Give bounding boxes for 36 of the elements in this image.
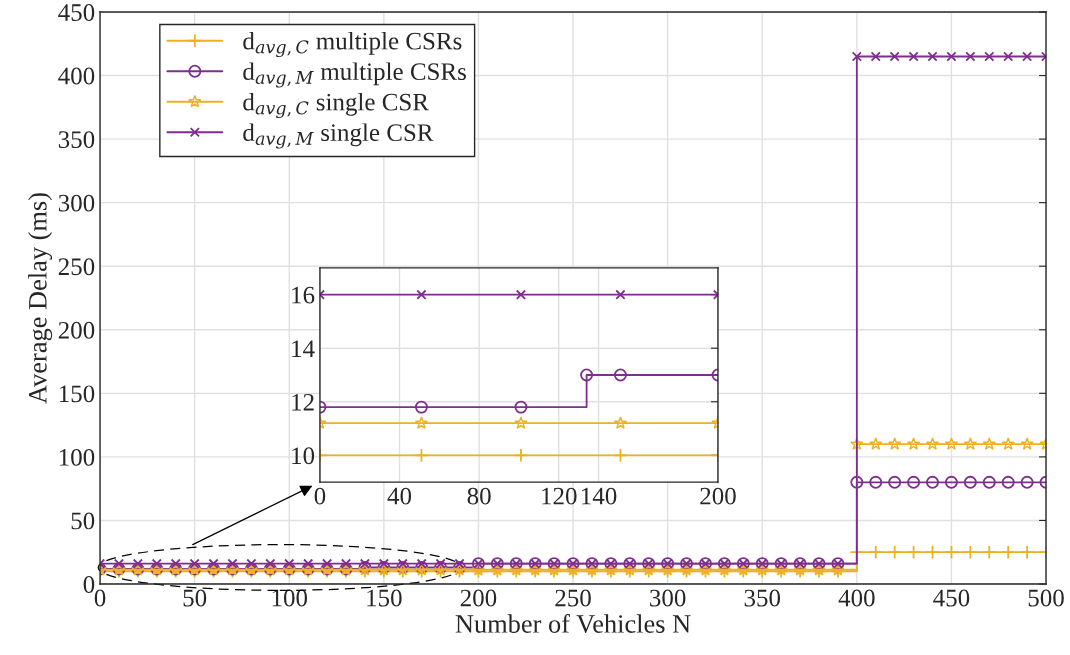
legend-label: d$_{avg,M}$ multiple CSRs [243,62,466,88]
x-tick-label: 40 [387,487,412,505]
x-tick-label: 0 [94,589,106,607]
y-tick-label: 0 [83,576,95,593]
y-tick-label: 250 [58,258,95,276]
x-tick-label: 350 [744,589,781,607]
x-tick-label: 450 [933,589,970,607]
y-tick-label: 300 [58,194,95,212]
legend-label: d$_{avg,M}$ single CSR [243,123,434,149]
x-axis-title: Number of Vehicles N [455,614,691,634]
x-tick-label: 250 [555,589,591,607]
x-tick-label: 0 [314,487,326,505]
x-tick-label: 120 [542,487,577,505]
x-tick-label: 300 [650,589,686,607]
x-tick-label: 150 [367,589,402,607]
x-tick-label: 200 [460,589,497,607]
y-tick-label: 50 [71,512,95,530]
legend-label: d$_{avg,C}$ single CSR [243,92,429,119]
legend-label: d$_{avg,C}$ multiple CSRs [243,31,462,58]
y-axis-title: Average Delay (ms) [28,193,53,404]
y-tick-label: 350 [58,131,95,149]
y-tick-label: 16 [292,286,315,304]
x-tick-label: 80 [467,487,491,505]
y-tick-label: 400 [58,67,95,85]
y-tick-label: 450 [58,4,95,21]
y-tick-label: 100 [59,448,95,466]
x-tick-label: 500 [1028,589,1064,607]
x-tick-label: 400 [838,589,875,607]
y-tick-label: 150 [59,385,95,403]
y-tick-label: 14 [292,340,315,357]
y-tick-label: 10 [292,447,315,465]
y-tick-label: 12 [292,393,314,411]
x-tick-label: 50 [183,589,207,607]
y-tick-label: 200 [58,321,95,339]
x-tick-label: 200 [700,487,736,505]
x-tick-label: 140 [582,487,617,505]
